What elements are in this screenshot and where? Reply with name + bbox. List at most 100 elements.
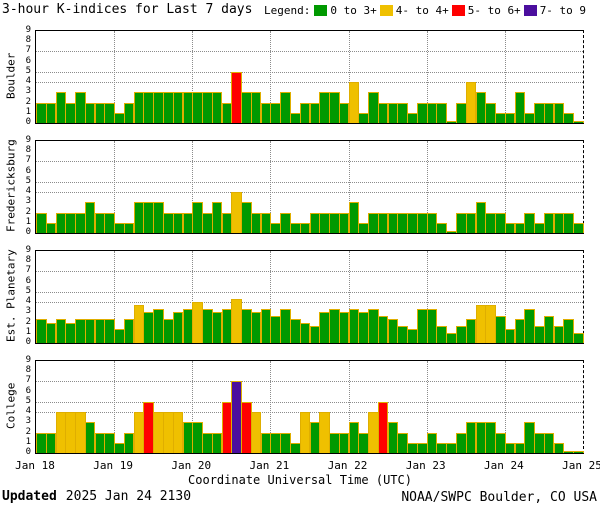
x-axis-tick: Jan 22 [327,459,368,472]
grid-line-k5 [36,291,583,293]
grid-line-day [426,31,428,123]
legend-item-label: 0 to 3+ [330,4,377,17]
k-bar [348,202,360,233]
y-axis-tick: 5 [25,175,31,186]
footer-updated: Updated 2025 Jan 24 2130 [2,489,191,504]
y-axis-tick: 8 [25,145,31,156]
grid-line-day [504,361,506,453]
grid-line-day [348,251,350,343]
footer-updated-value: 2025 Jan 24 2130 [65,489,192,504]
legend-item-label: 5- to 6+ [467,4,521,17]
x-axis-tick: Jan 24 [483,459,524,472]
grid-line-k4 [36,82,583,84]
y-axis-tick: 1 [25,436,31,447]
grid-line-day [348,31,350,123]
legend-item-1: 4- to 4+ [379,4,449,17]
grid-line-day [504,141,506,233]
footer-source: NOAA/SWPC Boulder, CO USA [401,490,597,505]
grid-line-day [192,31,194,123]
legend-item-0: 0 to 3+ [314,4,377,17]
panel-college [35,360,584,454]
y-axis-tick: 4 [25,406,31,417]
grid-line-k7 [36,51,583,53]
k-bar [319,412,330,453]
page-title: 3-hour K-indices for Last 7 days [2,2,253,17]
legend-swatch [451,5,465,16]
x-axis-tick: Jan 19 [93,459,134,472]
y-axis-tick: 2 [25,316,31,327]
y-axis-tick: 2 [25,96,31,107]
y-axis-tick: 6 [25,165,31,176]
k-bar [573,223,584,233]
grid-line-day [114,31,116,123]
grid-line-day [348,361,350,453]
legend-item-label: 4- to 4+ [395,4,449,17]
panel-boulder [35,30,584,124]
panel-est-planetary [35,250,584,344]
y-axis-tick: 4 [25,186,31,197]
k-bar [436,223,448,233]
y-axis-tick: 6 [25,55,31,66]
grid-line-k7 [36,381,583,383]
grid-line-day [270,361,272,453]
grid-line-day [114,141,116,233]
y-axis-tick: 4 [25,296,31,307]
legend-item-3: 7- to 9 [523,4,586,17]
k-bar [436,103,448,123]
y-axis-tick: 5 [25,395,31,406]
k-bar [514,92,526,123]
legend-label: Legend: [264,4,311,17]
footer-updated-label: Updated [2,489,57,504]
x-axis-tick: Jan 20 [171,459,212,472]
y-axis-tick: 5 [25,285,31,296]
grid-line-day [426,361,428,453]
k-bar [573,333,584,343]
k-bar [348,82,360,123]
panel-fredericksburg [35,140,584,234]
grid-line-k7 [36,271,583,273]
grid-line-day [114,251,116,343]
y-axis-tick: 3 [25,196,31,207]
y-axis-tick: 6 [25,385,31,396]
legend-swatch [523,5,537,16]
k-bar [250,412,262,453]
grid-line-day [426,251,428,343]
y-axis-tick: 8 [25,365,31,376]
grid-line-day [270,251,272,343]
y-axis-tick: 9 [25,135,31,145]
y-axis-tick: 0 [25,337,31,347]
grid-line-day [426,141,428,233]
grid-line-day [114,361,116,453]
y-axis-tick: 6 [25,275,31,286]
grid-line-k4 [36,302,583,304]
y-axis-tick: 2 [25,206,31,217]
y-axis-tick: 5 [25,65,31,76]
y-axis-tick: 1 [25,216,31,227]
grid-line-day [192,361,194,453]
y-axis-tick: 0 [25,117,31,127]
y-axis-tick: 7 [25,265,31,276]
grid-line-k7 [36,161,583,163]
y-axis-tick: 4 [25,76,31,87]
y-axis-tick: 7 [25,155,31,166]
grid-line-k4 [36,192,583,194]
grid-line-day [192,251,194,343]
grid-line-k5 [36,181,583,183]
y-axis-tick: 9 [25,245,31,255]
legend-swatch [379,5,393,16]
k-bar [280,92,291,123]
y-axis-tick: 1 [25,326,31,337]
x-axis-tick: Jan 23 [405,459,446,472]
k-bar [573,451,584,453]
y-axis-tick: 9 [25,25,31,35]
k-bar [553,443,565,453]
grid-line-k5 [36,401,583,403]
grid-line-k5 [36,71,583,73]
legend-item-2: 5- to 6+ [451,4,521,17]
y-axis-tick: 3 [25,306,31,317]
y-axis-tick: 7 [25,375,31,386]
grid-line-day [348,141,350,233]
y-axis-tick: 3 [25,86,31,97]
y-axis-tick: 0 [25,227,31,237]
